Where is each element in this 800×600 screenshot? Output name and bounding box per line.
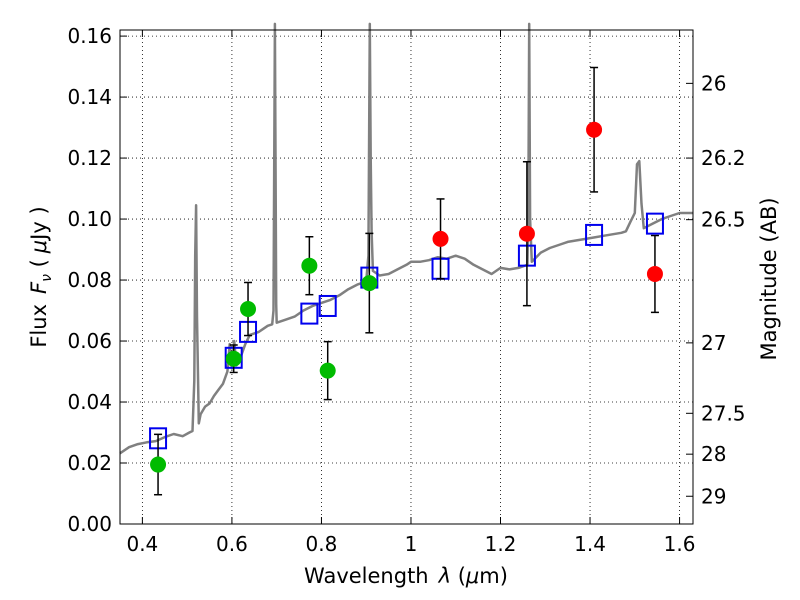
square-marker: [645, 212, 664, 235]
x-tick-label: 1.4: [574, 532, 606, 556]
data-point: [150, 456, 167, 473]
y-tick-label: 0.10: [67, 207, 112, 231]
series-layer: [119, 22, 693, 496]
y-tick-label: 0.02: [67, 451, 112, 475]
y-tick-label: 0.06: [67, 329, 112, 353]
y-tick-label: 0.16: [67, 24, 112, 48]
y2-axis-label: Magnitude (AB): [757, 197, 781, 360]
y2-tick-label: 26.5: [701, 208, 746, 232]
y2-tick-label: 26: [701, 71, 726, 95]
square-marker: [300, 302, 319, 325]
plot-frame: [119, 29, 694, 525]
y2-tick-label: 26.2: [701, 146, 746, 170]
y2-tick-label: 27: [701, 331, 726, 355]
data-point: [361, 275, 378, 292]
data-point: [518, 225, 535, 242]
data-point: [301, 257, 318, 274]
y2-tick-label: 28: [701, 442, 726, 466]
x-tick-label: 0.4: [126, 532, 158, 556]
y2-tick-label: 27.5: [701, 401, 746, 425]
data-point: [432, 230, 449, 247]
data-point: [319, 362, 336, 379]
x-tick-label: 0.6: [216, 532, 248, 556]
y2-tick-label: 29: [701, 484, 726, 508]
square-marker: [318, 294, 337, 317]
x-tick-label: 1: [405, 532, 418, 556]
data-point: [646, 265, 663, 282]
y-tick-label: 0.12: [67, 146, 112, 170]
y-tick-label: 0.00: [67, 512, 112, 536]
x-axis-label: Wavelength λ (μm): [304, 564, 508, 588]
y-tick-label: 0.04: [67, 390, 112, 414]
ticks: 0.4 0.6 0.8 1 1.2 1.4 1.6 0.00 0.02 0.04 0.06 0.08 0…: [67, 24, 745, 556]
x-tick-label: 1.6: [664, 532, 696, 556]
x-tick-label: 1.2: [485, 532, 517, 556]
y-axis-label: FluxFν (μJy ): [27, 206, 55, 347]
data-point: [586, 121, 603, 138]
x-tick-label: 0.8: [306, 532, 338, 556]
square-marker: [585, 223, 604, 246]
data-point: [240, 301, 257, 318]
y-tick-label: 0.14: [67, 85, 112, 109]
data-point: [225, 350, 242, 367]
y-tick-label: 0.08: [67, 268, 112, 292]
